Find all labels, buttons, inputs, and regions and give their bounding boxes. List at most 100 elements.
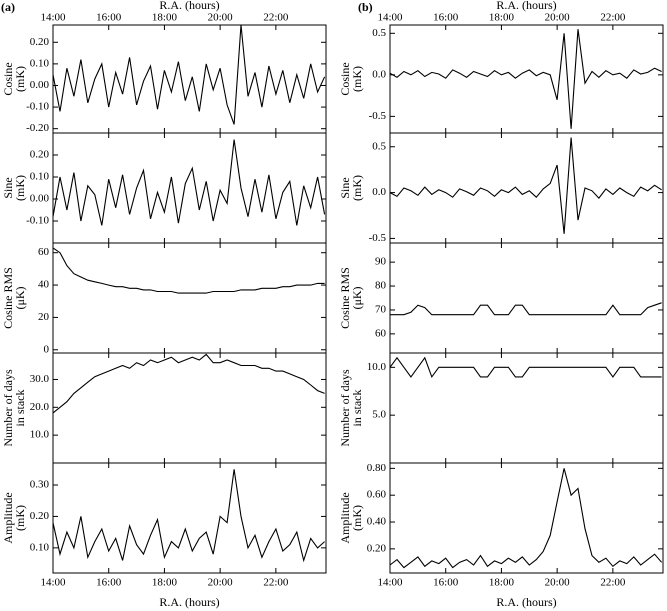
y-axis-label: Number of days [1,369,15,447]
y-axis-label: in stack [350,390,364,427]
y-tick-label: -0.5 [369,232,387,244]
data-line [390,302,662,316]
y-tick-label: 0.5 [372,27,386,39]
y-axis-label: Cosine [1,62,15,95]
y-tick-label: 0.00 [30,79,50,91]
y-tick-label: 0.20 [367,542,387,554]
y-tick-label: 0.0 [372,68,386,80]
x-tick-label: 22:00 [600,577,626,589]
panel-frame [389,352,664,464]
data-line [52,353,325,414]
data-line [389,356,662,379]
y-axis-label: Amplitude [1,492,15,543]
panel-frame [52,242,327,354]
y-axis-label: (mK) [13,175,27,201]
y-tick-label: -0.20 [26,122,49,134]
y-tick-label: 0.30 [30,479,50,491]
y-tick-label: 0.20 [30,36,50,48]
y-axis-label: (μK) [13,286,27,309]
x-tick-label: 14:00 [377,12,403,24]
y-tick-label: 0.10 [30,171,50,183]
y-axis-label: (mK) [350,66,364,92]
y-tick-label: 80 [375,280,387,292]
y-tick-label: 0.80 [367,462,387,474]
data-line [52,24,326,125]
panel-frame [52,352,327,464]
y-tick-label: 0.20 [30,510,50,522]
x-tick-label: 20:00 [208,577,234,589]
x-tick-label: 16:00 [433,577,459,589]
y-axis-label: in stack [13,390,27,427]
panel-frame [389,24,664,134]
y-tick-label: 5.0 [372,409,386,421]
x-axis-label: R.A. (hours) [159,595,219,609]
y-tick-label: 60 [375,327,387,339]
y-axis-label: (μK) [350,286,364,309]
x-tick-label: 18:00 [152,577,178,589]
y-axis-label: Amplitude [338,492,352,543]
x-tick-label: 22:00 [600,12,626,24]
x-tick-label: 14:00 [377,577,403,589]
x-tick-label: 18:00 [489,577,515,589]
x-tick-label: 18:00 [152,12,178,24]
panel-frame [389,462,664,574]
y-tick-label: 10.0 [30,429,50,441]
y-tick-label: 20 [38,311,50,323]
x-tick-label: 20:00 [545,12,571,24]
data-line [52,139,326,226]
panel-frame [389,132,664,244]
y-axis-label: (mK) [350,505,364,531]
x-tick-label: 14:00 [40,577,66,589]
y-tick-label: 70 [375,303,387,315]
y-tick-label: 60 [38,246,50,258]
y-tick-label: 40 [38,279,50,291]
x-axis-label: R.A. (hours) [496,0,556,12]
y-axis-label: Number of days [338,369,352,447]
data-line [389,468,663,569]
panel-label: (a) [1,0,15,14]
y-tick-label: 0.20 [30,149,50,161]
y-tick-label: 0.60 [367,489,387,501]
y-axis-label: (mK) [13,505,27,531]
y-tick-label: 90 [375,256,387,268]
x-tick-label: 20:00 [208,12,234,24]
data-line [389,137,662,234]
y-tick-label: 0.0 [372,186,386,198]
y-tick-label: 0.40 [367,516,387,528]
y-tick-label: -0.10 [26,101,49,113]
y-axis-label: Cosine RMS [338,267,352,329]
y-tick-label: 30.0 [30,373,50,385]
y-tick-label: 0.5 [372,140,386,152]
y-axis-label: (mK) [350,175,364,201]
x-tick-label: 16:00 [96,577,122,589]
panel-label: (b) [358,0,373,14]
y-tick-label: -0.5 [369,110,387,122]
x-tick-label: 22:00 [263,577,289,589]
data-line [52,469,325,563]
x-tick-label: 16:00 [96,12,122,24]
data-line [52,247,325,294]
y-tick-label: -0.10 [26,215,49,227]
y-axis-label: Sine [338,177,352,198]
y-axis-label: Sine [1,177,15,198]
x-axis-label: R.A. (hours) [496,595,556,609]
x-tick-label: 18:00 [489,12,515,24]
x-tick-label: 14:00 [40,12,66,24]
y-tick-label: 10.0 [367,361,387,373]
x-tick-label: 20:00 [545,577,571,589]
data-line [389,29,662,129]
y-axis-label: (mK) [13,66,27,92]
x-tick-label: 22:00 [263,12,289,24]
y-tick-label: 20.0 [30,401,50,413]
panel-frame [52,462,327,574]
y-axis-label: Cosine [338,62,352,95]
y-tick-label: 0 [44,343,50,355]
y-axis-label: Cosine RMS [1,267,15,329]
panel-frame [389,242,664,354]
y-tick-label: 0.10 [30,57,50,69]
y-tick-label: 0.00 [30,193,50,205]
x-tick-label: 16:00 [433,12,459,24]
y-tick-label: 0.10 [30,541,50,553]
x-axis-label: R.A. (hours) [159,0,219,12]
